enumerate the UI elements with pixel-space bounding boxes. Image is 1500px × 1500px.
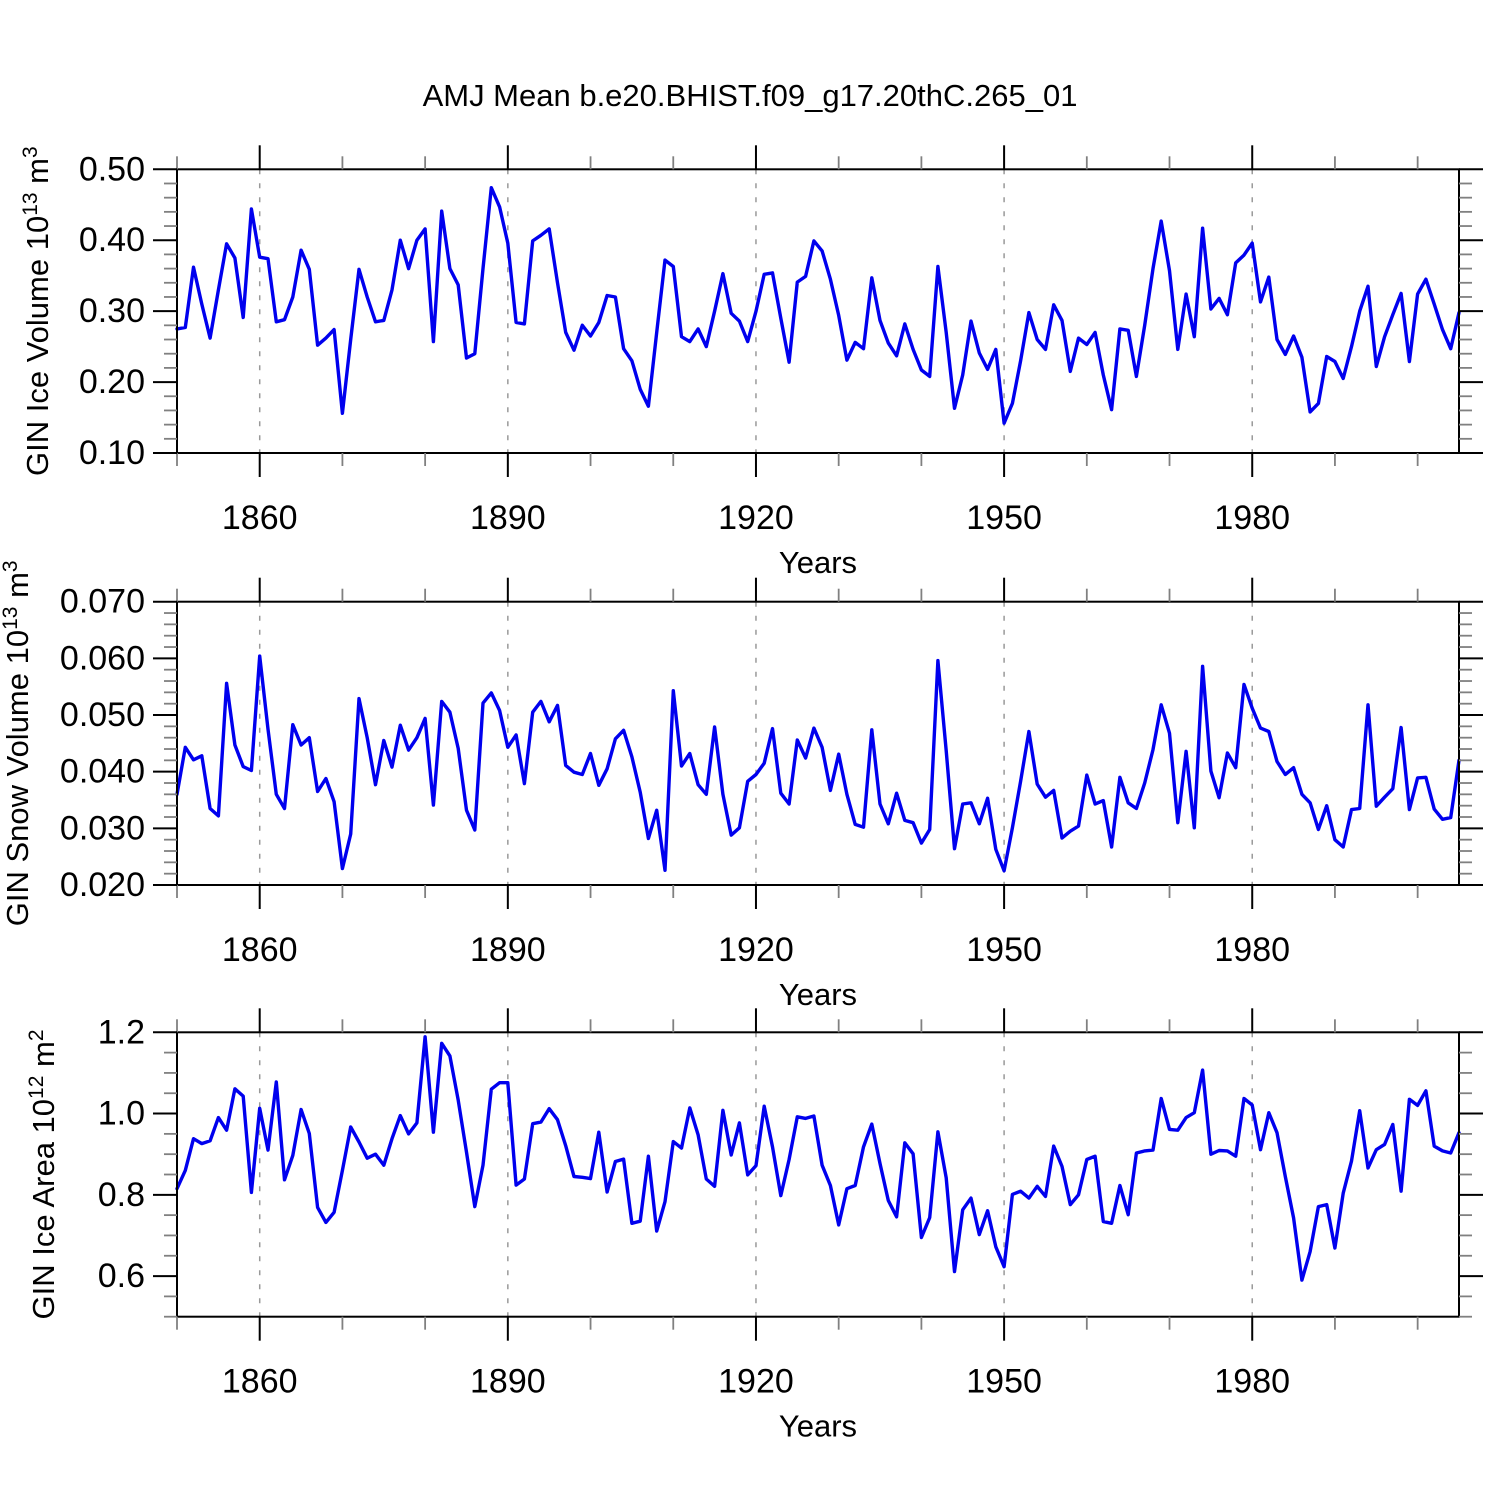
y-tick-label: 1.2 [98, 1013, 145, 1051]
y-tick-label: 0.20 [79, 363, 145, 401]
x-tick-label: 1920 [718, 931, 794, 969]
x-tick-label: 1950 [966, 931, 1042, 969]
y-axis-title: GIN Snow Volume 1013 m3 [0, 560, 35, 926]
x-axis-title: Years [779, 1409, 857, 1444]
x-tick-label: 1950 [966, 499, 1042, 537]
chart-title: AMJ Mean b.e20.BHIST.f09_g17.20thC.265_0… [423, 78, 1078, 113]
y-tick-label: 0.40 [79, 221, 145, 259]
x-axis-title: Years [779, 545, 857, 580]
x-tick-label: 1860 [222, 499, 298, 537]
x-tick-label: 1890 [470, 499, 546, 537]
x-tick-label: 1920 [718, 499, 794, 537]
y-tick-label: 0.6 [98, 1257, 145, 1295]
axis-border [176, 1031, 1460, 1318]
y-tick-label: 0.020 [60, 866, 145, 904]
y-axis-title: GIN Ice Volume 1013 m3 [19, 146, 55, 476]
y-tick-label: 0.060 [60, 639, 145, 677]
x-tick-label: 1860 [222, 1363, 298, 1401]
x-tick-label: 1860 [222, 931, 298, 969]
axis-border [176, 600, 1460, 886]
y-tick-label: 1.0 [98, 1095, 145, 1133]
x-tick-label: 1950 [966, 1363, 1042, 1401]
y-axis-title: GIN Ice Area 1012 m2 [25, 1029, 61, 1319]
x-tick-label: 1920 [718, 1363, 794, 1401]
y-tick-label: 0.030 [60, 809, 145, 847]
y-tick-label: 0.8 [98, 1176, 145, 1214]
y-tick-label: 0.30 [79, 292, 145, 330]
data-line [175, 1035, 1461, 1282]
x-tick-label: 1980 [1214, 499, 1290, 537]
y-tick-label: 0.050 [60, 696, 145, 734]
data-line [175, 654, 1461, 873]
panel-gin-snow-volume: 1860 1890 1920 1950 1980 0.020 0.030 0.040 0.050… [0, 560, 1483, 1012]
y-tick-label: 0.040 [60, 753, 145, 791]
y-tick-label: 0.50 [79, 150, 145, 188]
x-tick-label: 1890 [470, 931, 546, 969]
x-axis-title: Years [779, 977, 857, 1012]
axis-border [176, 168, 1460, 455]
x-tick-label: 1980 [1214, 1363, 1290, 1401]
data-line [175, 185, 1461, 425]
x-tick-label: 1980 [1214, 931, 1290, 969]
y-tick-label: 0.070 [60, 583, 145, 621]
x-tick-label: 1890 [470, 1363, 546, 1401]
y-tick-label: 0.10 [79, 434, 145, 472]
panel-gin-ice-volume: 1860 1890 1920 1950 1980 0.10 0.20 0.30 0.40 0.50… [19, 145, 1483, 580]
panel-gin-ice-area: 1860 1890 1920 1950 1980 0.6 0.8 1.0 1.2 GIN Ice … [25, 1008, 1483, 1444]
